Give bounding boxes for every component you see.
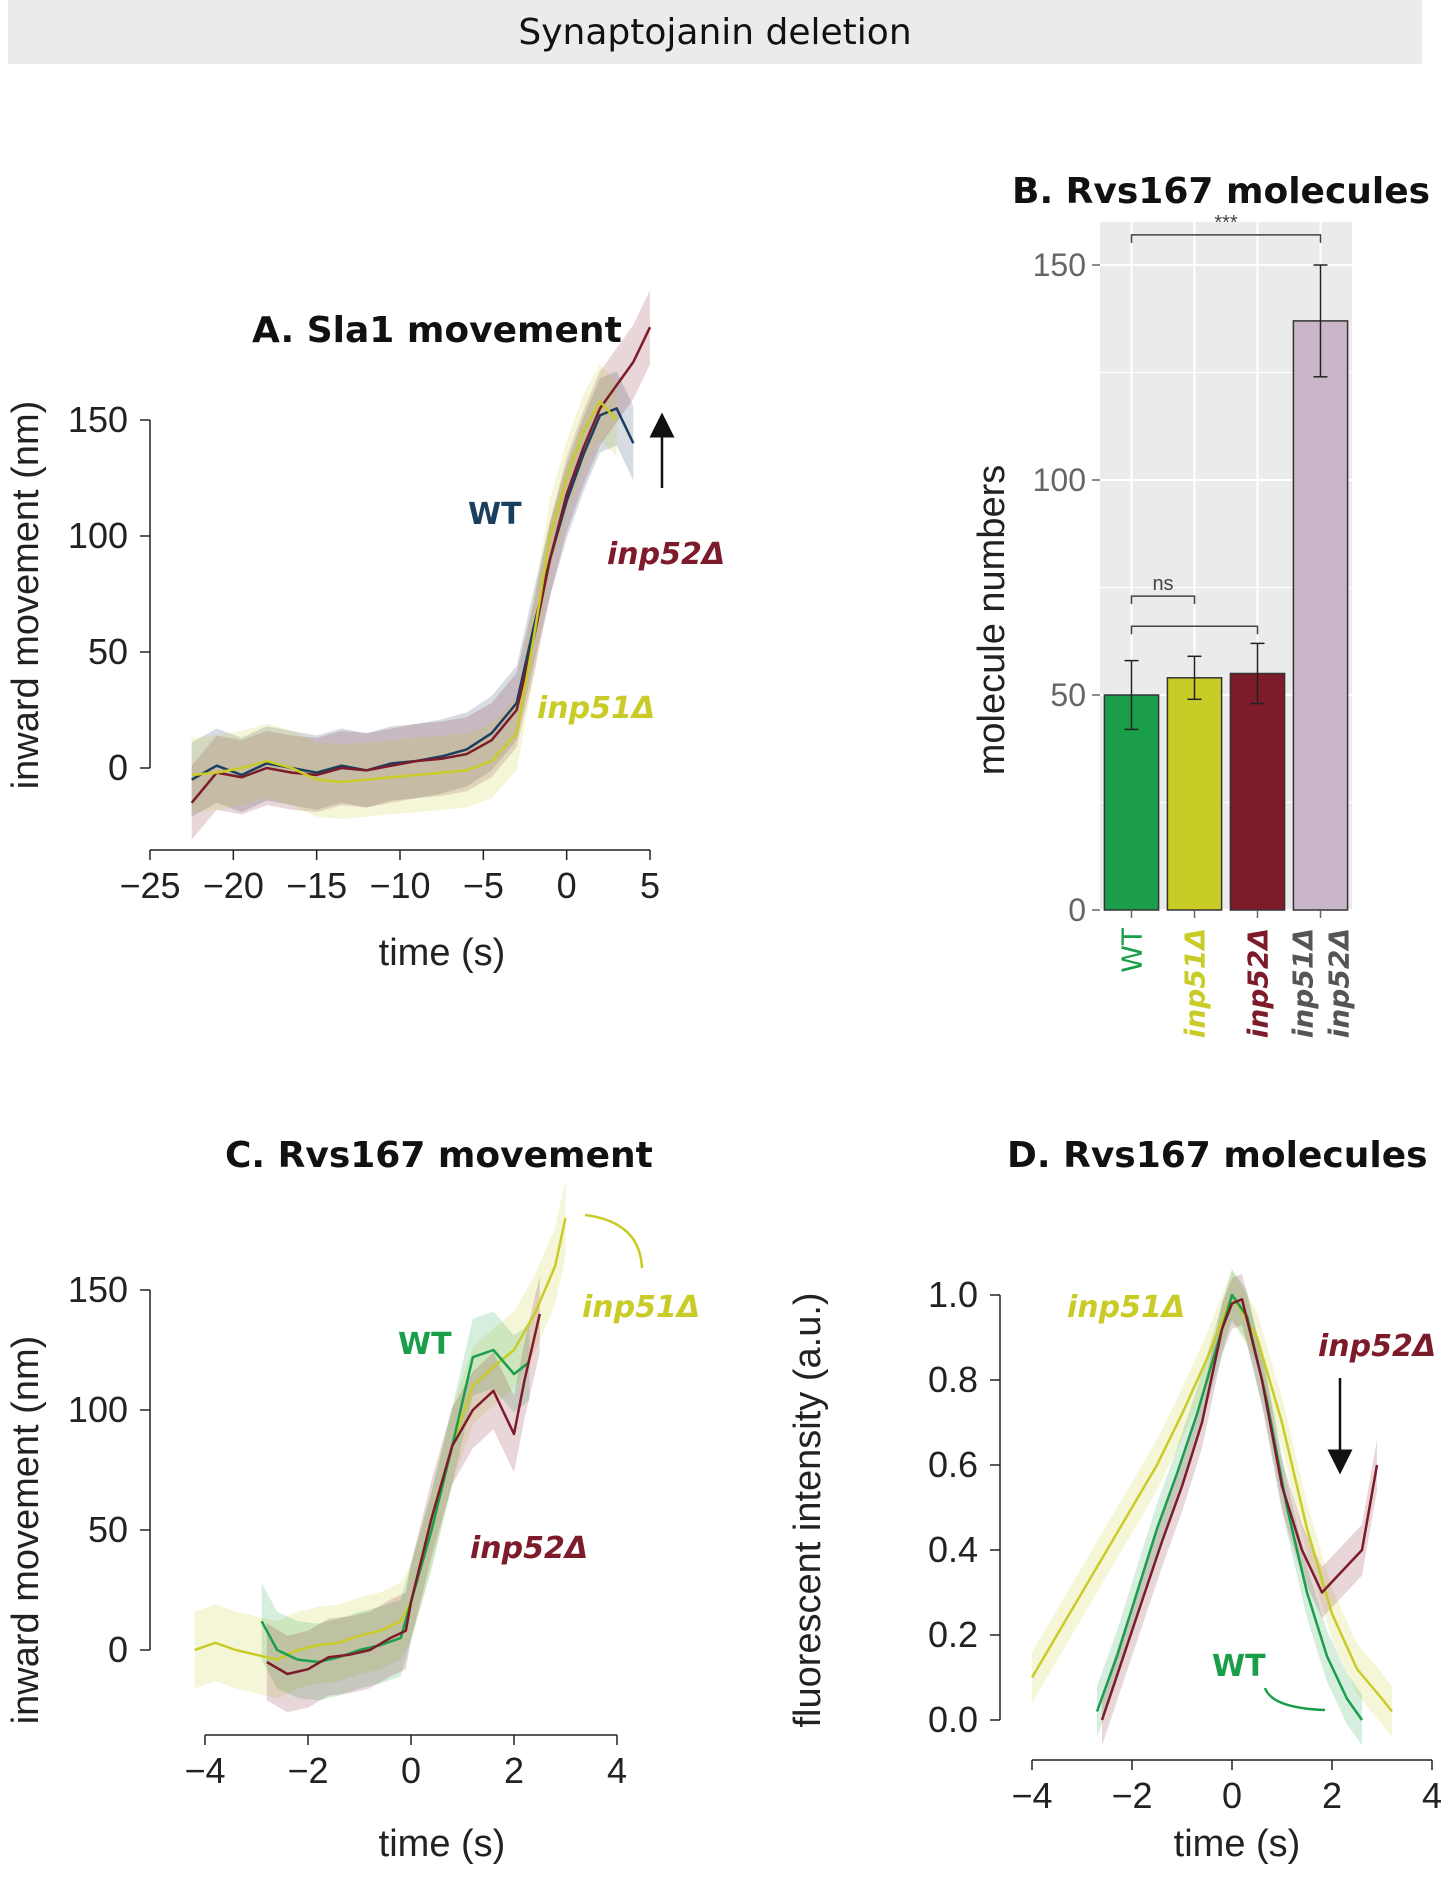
panel-c-y-tick-label: 100 (68, 1389, 128, 1430)
panel-b-y-tick-label: 150 (1033, 247, 1086, 283)
panel-d-x-tick-label: −2 (1111, 1775, 1152, 1816)
panel-c-title: C. Rvs167 movement (225, 1135, 653, 1176)
panel-d-x-tick-label: 2 (1322, 1775, 1342, 1816)
panel-d-line-inp51 (1030, 1293, 1393, 1713)
bar-4 (1292, 320, 1349, 911)
panel-c-x-tick-label: 0 (401, 1750, 421, 1791)
panel-a-x-tick-label: 0 (557, 865, 577, 906)
panel-c-band-inp52 (266, 1275, 540, 1713)
panel-d-line-WT (1095, 1293, 1364, 1721)
banner-title: Synaptojanin deletion (518, 12, 912, 53)
panel-d-y-tick-label: 0.8 (928, 1359, 978, 1400)
panel-c-x-tick-label: 2 (504, 1750, 524, 1791)
panel-a-x-tick-label: −25 (119, 865, 180, 906)
panel-a-y-tick-label: 100 (68, 515, 128, 556)
panel-c-band-WT (261, 1311, 530, 1701)
significance-label-1: *** (1214, 212, 1238, 234)
panel-a-y-tick-label: 150 (68, 399, 128, 440)
panel-d-line-inp52 (1100, 1298, 1379, 1721)
category-label-4: inp52Δ (1323, 928, 1356, 1038)
panel-c-x-tick-label: −4 (184, 1750, 225, 1791)
panel-c-line-inp52 (266, 1313, 541, 1676)
bar-3 (1229, 672, 1286, 911)
panel-b-ylabel: molecule numbers (971, 465, 1013, 775)
panel-a-xlabel: time (s) (379, 932, 506, 974)
panel-d-label-inp52: inp52Δ (1318, 1329, 1436, 1364)
panel-b-y-tick-label: 50 (1050, 677, 1086, 713)
significance-bracket-1 (1130, 234, 1322, 243)
panel-a-line-inp51 (191, 400, 618, 784)
panel-d-x-tick-label: 0 (1222, 1775, 1242, 1816)
panel-a-x-tick-label: −10 (369, 865, 430, 906)
category-label-3: inp52Δ (1242, 928, 1275, 1038)
panel-d-xlabel: time (s) (1174, 1823, 1301, 1865)
panel-a-label-wt: WT (468, 497, 522, 532)
panel-c-inp51-leader (584, 1213, 644, 1269)
panel-d-wt-leader (1263, 1687, 1326, 1712)
panel-a-x-tick-label: 5 (640, 865, 660, 906)
panel-d-ylabel: fluorescent intensity (a.u.) (787, 1292, 829, 1727)
panel-d-band-WT (1097, 1269, 1362, 1746)
panel-d-y-tick-label: 0.4 (928, 1529, 978, 1570)
panel-d-x-tick-label: −4 (1011, 1775, 1052, 1816)
significance-bracket-2 (1130, 595, 1196, 605)
panel-a-line-inp52 (190, 326, 652, 804)
panel-c-line-WT (260, 1348, 531, 1664)
banner: Synaptojanin deletion (8, 0, 1422, 64)
panel-c-label-inp51: inp51Δ (582, 1290, 700, 1325)
category-label-4: inp51Δ (1287, 928, 1320, 1038)
panel-c-x-tick-label: 4 (607, 1750, 627, 1791)
panel-d-y-tick-label: 0.2 (928, 1614, 978, 1655)
panel-b-y-tick-label: 0 (1068, 892, 1086, 928)
panel-d-label-wt: WT (1212, 1649, 1266, 1684)
category-label-1: WT (1116, 927, 1149, 973)
panel-c-ylabel: inward movement (nm) (5, 1336, 47, 1725)
panel-b-title: B. Rvs167 molecules (1012, 171, 1430, 212)
category-label-2: inp51Δ (1179, 928, 1212, 1038)
panel-a-ylabel: inward movement (nm) (5, 401, 47, 790)
panel-c-label-wt: WT (398, 1327, 452, 1362)
panel-a-title: A. Sla1 movement (252, 310, 622, 351)
significance-bracket-3 (1130, 625, 1259, 635)
panel-a-label-inp52: inp52Δ (607, 537, 725, 572)
panel-d-y-tick-label: 0.0 (928, 1699, 978, 1740)
panel-b-y-tick-label: 100 (1033, 462, 1086, 498)
panel-c-label-inp52: inp52Δ (470, 1531, 588, 1566)
panel-c-band-inp51 (194, 1179, 566, 1698)
panel-a-x-tick-label: −15 (286, 865, 347, 906)
panel-c-y-tick-label: 150 (68, 1269, 128, 1310)
panel-d-y-tick-label: 1.0 (928, 1274, 978, 1315)
panel-d-plot: −4 −2 0 2 4 0.0 0.2 0.4 0.6 0.8 1.0 (928, 1269, 1442, 1816)
panel-a-band-inp51 (191, 364, 617, 820)
panel-a-y-tick-label: 50 (88, 631, 128, 672)
panel-d-label-inp51: inp51Δ (1067, 1290, 1185, 1325)
panel-c-plot: −4 −2 0 2 4 0 50 100 150 (68, 1179, 627, 1791)
panel-a-line-WT (191, 407, 635, 781)
panel-c-line-inp51 (194, 1217, 567, 1661)
panel-d-title: D. Rvs167 molecules (1007, 1135, 1428, 1176)
panel-d-x-tick-label: 4 (1422, 1775, 1442, 1816)
panel-a-band-inp52 (191, 290, 650, 840)
panel-a-x-tick-label: −20 (203, 865, 264, 906)
panel-a-y-tick-label: 0 (108, 747, 128, 788)
panel-c-y-tick-label: 50 (88, 1509, 128, 1550)
panel-a-label-inp51: inp51Δ (537, 691, 655, 726)
panel-a-x-tick-label: −5 (463, 865, 504, 906)
bar-2 (1166, 677, 1223, 911)
panel-c-x-tick-label: −2 (287, 1750, 328, 1791)
panel-c-xlabel: time (s) (379, 1823, 506, 1865)
panel-c-y-tick-label: 0 (108, 1629, 128, 1670)
panel-d-y-tick-label: 0.6 (928, 1444, 978, 1485)
significance-label-2: ns (1152, 573, 1173, 595)
